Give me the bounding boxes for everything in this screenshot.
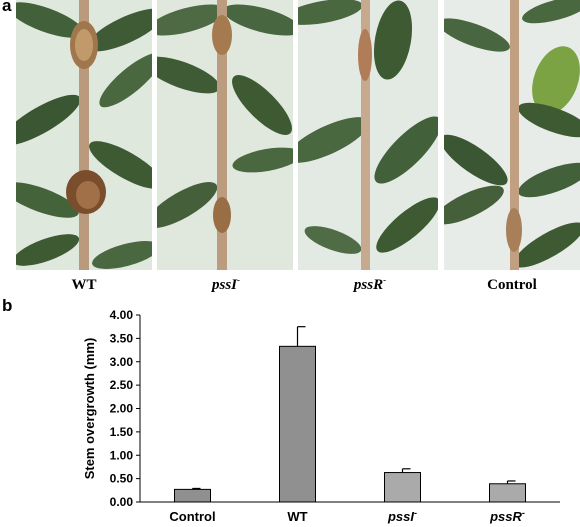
y-tick-label: 1.00	[110, 448, 134, 462]
panel-a-letter: a	[2, 0, 12, 15]
photo-label-wt: WT	[71, 277, 97, 293]
panel-b-letter: b	[2, 296, 13, 315]
y-tick-label: 0.50	[110, 472, 134, 486]
x-tick-label-control: Control	[169, 509, 215, 524]
photo-control	[444, 0, 580, 270]
bar-pssi	[384, 472, 421, 503]
y-tick-label: 3.50	[110, 331, 134, 345]
y-tick-label: 1.50	[110, 425, 134, 439]
bars	[174, 345, 526, 503]
x-axis-labels: Control WT pssI-pssR-	[169, 508, 525, 524]
photo-wt	[16, 0, 152, 270]
y-tick-label: 2.00	[110, 402, 134, 416]
x-tick-label-wt: WT	[287, 509, 307, 524]
bar-wt	[279, 345, 316, 503]
bar-pssr	[489, 483, 526, 503]
x-tick-label-pssi: pssI-	[387, 508, 417, 524]
bar-control	[174, 488, 211, 503]
error-bars	[191, 326, 516, 490]
y-axis-title: Stem overgrowth (mm)	[82, 338, 97, 480]
photo-control-image	[444, 0, 580, 270]
bar-chart: 0.00 0.50 1.00 1.50 2.00 2.50 3.00 3.50 4.00 Con…	[82, 308, 560, 524]
photo-pssr	[298, 0, 438, 270]
y-tick-label: 0.00	[110, 495, 134, 509]
y-axis-ticks: 0.00 0.50 1.00 1.50 2.00 2.50 3.00 3.50 4.00	[110, 308, 140, 509]
photo-label-pssr: pssR-	[353, 275, 387, 293]
x-tick-label-pssr: pssR-	[489, 508, 525, 524]
photo-pssi-image	[157, 0, 293, 270]
photo-pssi	[157, 0, 293, 270]
photo-label-control: Control	[487, 277, 537, 293]
y-tick-label: 4.00	[110, 308, 134, 322]
y-tick-label: 3.00	[110, 355, 134, 369]
photo-label-pssi: pssI-	[211, 275, 240, 293]
photo-pssr-image	[298, 0, 438, 270]
photo-wt-image	[16, 0, 152, 270]
y-tick-label: 2.50	[110, 378, 134, 392]
